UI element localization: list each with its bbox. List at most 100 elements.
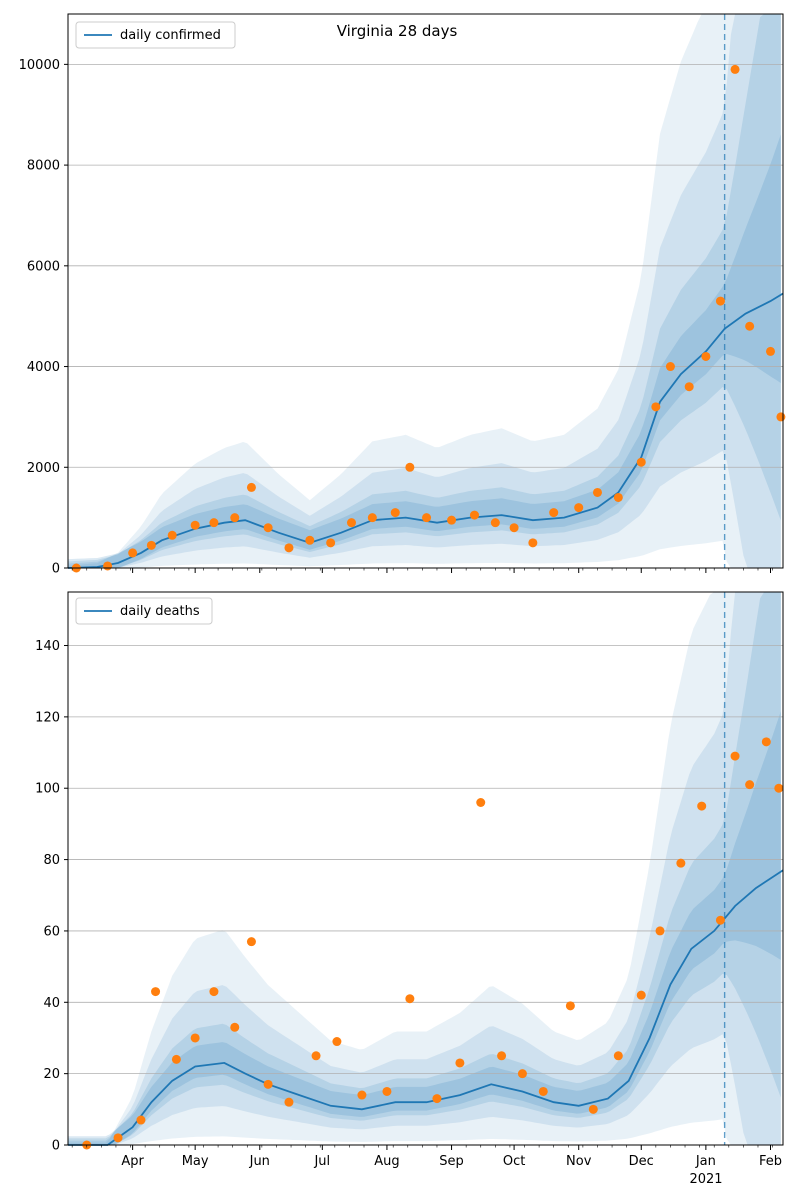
data-point	[636, 457, 646, 467]
data-point	[592, 487, 602, 497]
chart-top-yticks: 0 2000 4000 6000 8000 10000	[19, 58, 68, 577]
chart-bottom-bands	[68, 592, 781, 1145]
x-tick-label: Sep	[439, 1154, 464, 1169]
data-point	[432, 1094, 442, 1104]
data-point	[167, 530, 177, 540]
y-tick-label: 20	[43, 1067, 60, 1082]
data-point	[146, 540, 156, 550]
data-point	[701, 351, 711, 361]
data-point	[776, 412, 786, 422]
data-point	[517, 1069, 527, 1079]
data-point	[332, 1037, 342, 1047]
data-point	[284, 1097, 294, 1107]
data-point	[263, 1079, 273, 1089]
data-point	[136, 1115, 146, 1125]
data-point	[246, 937, 256, 947]
data-point	[588, 1104, 598, 1114]
data-point	[549, 508, 559, 518]
chart-top-legend: daily confirmed	[75, 21, 236, 49]
y-tick-label: 10000	[19, 58, 60, 73]
data-point	[469, 510, 479, 520]
data-point	[367, 513, 377, 523]
data-point	[636, 990, 646, 1000]
data-point	[422, 513, 432, 523]
y-tick-label: 100	[35, 782, 60, 797]
chart-title: Virginia 28 days	[337, 22, 458, 40]
x-tick-label: Oct	[503, 1154, 525, 1169]
data-point	[171, 1054, 181, 1064]
data-point	[405, 994, 415, 1004]
chart-top-points	[71, 64, 786, 573]
chart-top-bands	[68, 14, 781, 569]
chart-bottom: 0 20 40 60 80 100 120 140 Apr May Jun Jul Aug Sep Oct…	[35, 591, 784, 1187]
data-point	[230, 513, 240, 523]
y-tick-label: 2000	[27, 461, 60, 476]
chart-bottom-legend: daily deaths	[75, 597, 213, 625]
legend-label: daily deaths	[120, 604, 200, 619]
chart-top-frame	[67, 13, 784, 569]
uncertainty-band	[68, 14, 781, 568]
chart-top: 0 2000 4000 6000 8000 10000 daily confirmed V…	[19, 13, 786, 577]
uncertainty-band	[68, 592, 781, 1145]
data-point	[190, 520, 200, 530]
data-point	[128, 548, 138, 558]
data-point	[745, 780, 755, 790]
data-point	[676, 858, 686, 868]
y-tick-label: 4000	[27, 360, 60, 375]
data-point	[447, 515, 457, 525]
data-point	[209, 518, 219, 528]
data-point	[263, 523, 273, 533]
data-point	[497, 1051, 507, 1061]
x-tick-label: May	[182, 1154, 209, 1169]
data-point	[651, 402, 661, 412]
data-point	[230, 1022, 240, 1032]
data-point	[761, 737, 771, 747]
y-tick-label: 6000	[27, 259, 60, 274]
data-point	[390, 508, 400, 518]
y-tick-label: 60	[43, 924, 60, 939]
data-point	[209, 987, 219, 997]
y-tick-label: 8000	[27, 159, 60, 174]
data-point	[490, 518, 500, 528]
chart-top-grid	[68, 63, 783, 468]
data-point	[509, 523, 519, 533]
data-point	[151, 987, 161, 997]
data-point	[326, 538, 336, 548]
x-tick-label: Aug	[374, 1154, 399, 1169]
data-point	[565, 1001, 575, 1011]
legend-box	[75, 21, 236, 49]
data-point	[538, 1086, 548, 1096]
data-point	[715, 915, 725, 925]
y-tick-label: 140	[35, 639, 60, 654]
data-point	[190, 1033, 200, 1043]
data-point	[774, 783, 784, 793]
y-tick-label: 40	[43, 996, 60, 1011]
uncertainty-band	[68, 592, 781, 1145]
data-point	[246, 482, 256, 492]
data-point	[730, 751, 740, 761]
data-point	[284, 543, 294, 553]
data-point	[665, 362, 675, 372]
chart-top-xticks	[71, 568, 773, 573]
data-point	[613, 492, 623, 502]
chart-bottom-yticks: 0 20 40 60 80 100 120 140	[35, 639, 68, 1154]
data-point	[684, 382, 694, 392]
x-tick-label: Dec	[629, 1154, 654, 1169]
year-label: 2021	[689, 1172, 722, 1187]
data-point	[357, 1090, 367, 1100]
y-tick-label: 120	[35, 710, 60, 725]
data-point	[455, 1058, 465, 1068]
data-point	[311, 1051, 321, 1061]
x-tick-label: Jul	[313, 1154, 330, 1169]
data-point	[346, 518, 356, 528]
chart-bottom-frame	[67, 591, 784, 1146]
data-point	[655, 926, 665, 936]
data-point	[113, 1133, 123, 1143]
data-point	[574, 503, 584, 513]
y-tick-label: 0	[52, 562, 60, 577]
x-tick-label: Jun	[249, 1154, 270, 1169]
chart-bottom-xticks: Apr May Jun Jul Aug Sep Oct Nov Dec Jan Feb	[71, 1145, 782, 1169]
data-point	[305, 535, 315, 545]
data-point	[697, 801, 707, 811]
